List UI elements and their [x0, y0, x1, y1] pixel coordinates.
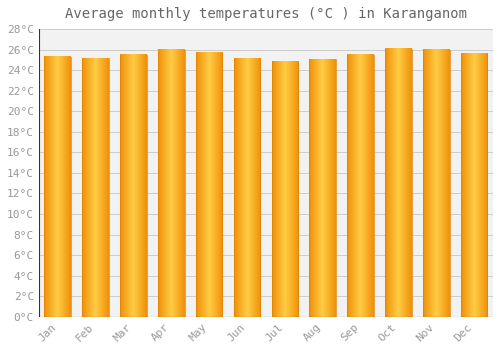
Title: Average monthly temperatures (°C ) in Karanganom: Average monthly temperatures (°C ) in Ka…	[65, 7, 467, 21]
